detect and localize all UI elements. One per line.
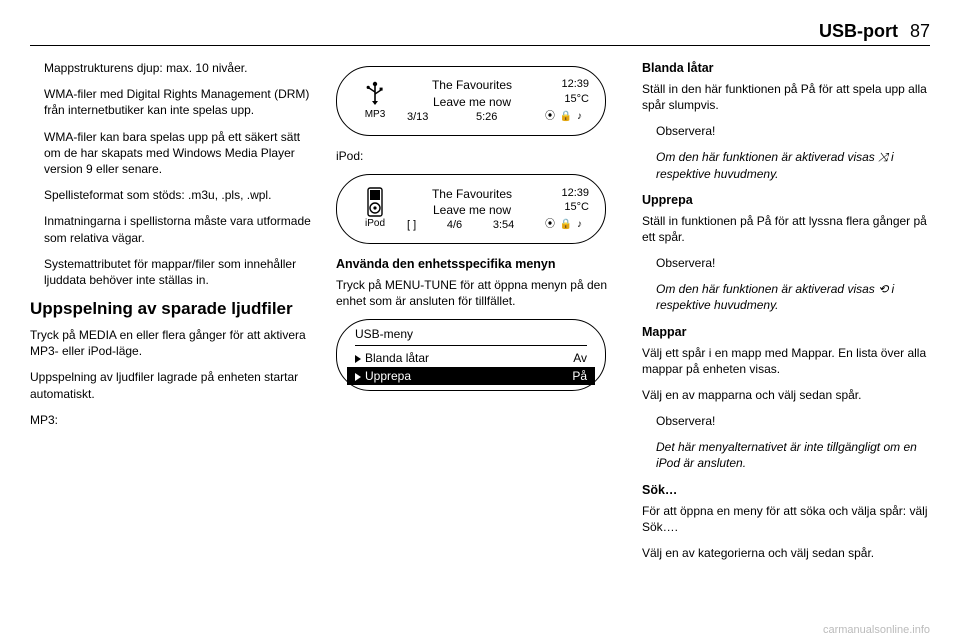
menu-row-shuffle: Blanda låtar Av bbox=[355, 349, 587, 367]
c3-p3: Välj ett spår i en mapp med Mappar. En l… bbox=[642, 345, 928, 377]
usb-icon bbox=[364, 80, 386, 108]
header-title: USB-port bbox=[819, 21, 898, 42]
display-usb-menu: USB-meny Blanda låtar Av Upprepa På bbox=[336, 319, 606, 391]
menu-title: USB-meny bbox=[355, 326, 587, 346]
c3-p6: Välj en av kategorierna och välj sedan s… bbox=[642, 545, 928, 561]
c3-sub2: Upprepa bbox=[642, 192, 928, 209]
mp3-elapsed: 5:26 bbox=[476, 110, 497, 125]
mp3-line1: The Favourites bbox=[401, 77, 543, 93]
column-2: MP3 The Favourites Leave me now 12:39 15… bbox=[336, 60, 622, 571]
ipod-stack: The Favourites Leave me now 12:39 15°C [… bbox=[401, 186, 589, 233]
c1-p5: Inmatningarna i spellistorna måste vara … bbox=[44, 213, 316, 245]
mp3-stack: The Favourites Leave me now 12:39 15°C 3… bbox=[401, 77, 589, 124]
mp3-track: 3/13 bbox=[407, 110, 428, 125]
c1-p6: Systemattributet för mappar/filer som in… bbox=[44, 256, 316, 288]
ipod-left: iPod bbox=[349, 187, 401, 231]
page: USB-port 87 Mappstrukturens djup: max. 1… bbox=[0, 0, 960, 642]
c1-p3: WMA-filer kan bara spelas upp på ett säk… bbox=[44, 129, 316, 178]
watermark: carmanualsonline.info bbox=[823, 624, 930, 636]
columns: Mappstrukturens djup: max. 10 nivåer. WM… bbox=[30, 60, 930, 571]
c3-sub4: Sök… bbox=[642, 482, 928, 499]
mp3-clock: 12:39 bbox=[543, 77, 589, 92]
c1-p7: Tryck på MEDIA en eller flera gånger för… bbox=[30, 327, 316, 359]
c1-p8: Uppspelning av ljudfiler lagrade på enhe… bbox=[30, 369, 316, 401]
page-header: USB-port 87 bbox=[30, 18, 930, 46]
column-1: Mappstrukturens djup: max. 10 nivåer. WM… bbox=[30, 60, 316, 571]
triangle-icon bbox=[355, 355, 361, 363]
c3-note2-b: Om den här funktionen är aktiverad visas… bbox=[656, 281, 928, 313]
c2-sub1: Använda den enhetsspecifika menyn bbox=[336, 256, 622, 273]
ipod-elapsed: 3:54 bbox=[493, 218, 514, 233]
mp3-line2: Leave me now bbox=[401, 94, 543, 110]
ipod-track: 4/6 bbox=[447, 218, 462, 233]
c2-p1: Tryck på MENU-TUNE för att öppna menyn p… bbox=[336, 277, 622, 309]
display-ipod: iPod The Favourites Leave me now 12:39 1… bbox=[336, 174, 606, 244]
c3-note1-h: Observera! bbox=[656, 123, 928, 139]
ipod-icon bbox=[365, 187, 385, 217]
mp3-temp: 15°C bbox=[543, 92, 589, 107]
menu-repeat-value: På bbox=[572, 368, 587, 384]
ipod-line1: The Favourites bbox=[401, 186, 543, 202]
ipod-status-icons: ⦿ 🔒 ♪ bbox=[545, 218, 583, 233]
c3-sub1: Blanda låtar bbox=[642, 60, 928, 77]
menu-repeat-label: Upprepa bbox=[365, 369, 411, 383]
c3-note2-h: Observera! bbox=[656, 255, 928, 271]
c3-sub3: Mappar bbox=[642, 324, 928, 341]
ipod-label: iPod: bbox=[336, 148, 622, 164]
column-3: Blanda låtar Ställ in den här funktionen… bbox=[642, 60, 928, 571]
c3-note3-b: Det här menyalternativet är inte tillgän… bbox=[656, 439, 928, 471]
c3-note1-b: Om den här funktionen är aktiverad visas… bbox=[656, 149, 928, 181]
mp3-left: MP3 bbox=[349, 80, 401, 122]
ipod-line2: Leave me now bbox=[401, 202, 543, 218]
c1-p1: Mappstrukturens djup: max. 10 nivåer. bbox=[44, 60, 316, 76]
c3-p2: Ställ in funktionen på På för att lyssna… bbox=[642, 213, 928, 245]
mp3-status-icons: ⦿ 🔒 ♪ bbox=[545, 110, 583, 125]
c3-p5: För att öppna en meny för att söka och v… bbox=[642, 503, 928, 535]
menu-row-repeat: Upprepa På bbox=[347, 367, 595, 385]
mp3-label: MP3 bbox=[365, 108, 386, 122]
ipod-clock: 12:39 bbox=[543, 186, 589, 201]
c1-heading: Uppspelning av sparade ljudfiler bbox=[30, 298, 316, 321]
menu-shuffle-value: Av bbox=[573, 350, 587, 366]
c1-p9: MP3: bbox=[30, 412, 316, 428]
c3-p4: Välj en av mapparna och välj sedan spår. bbox=[642, 387, 928, 403]
menu-shuffle-label: Blanda låtar bbox=[365, 351, 429, 365]
ipod-bracket: [ ] bbox=[407, 218, 416, 233]
header-page-number: 87 bbox=[910, 21, 930, 42]
ipod-temp: 15°C bbox=[543, 200, 589, 215]
display-mp3: MP3 The Favourites Leave me now 12:39 15… bbox=[336, 66, 606, 136]
triangle-icon bbox=[355, 373, 361, 381]
c1-p2: WMA-filer med Digital Rights Management … bbox=[44, 86, 316, 118]
c3-p1: Ställ in den här funktionen på På för at… bbox=[642, 81, 928, 113]
ipod-label-text: iPod bbox=[365, 217, 385, 231]
c3-note3-h: Observera! bbox=[656, 413, 928, 429]
c1-p4: Spellisteformat som stöds: .m3u, .pls, .… bbox=[44, 187, 316, 203]
